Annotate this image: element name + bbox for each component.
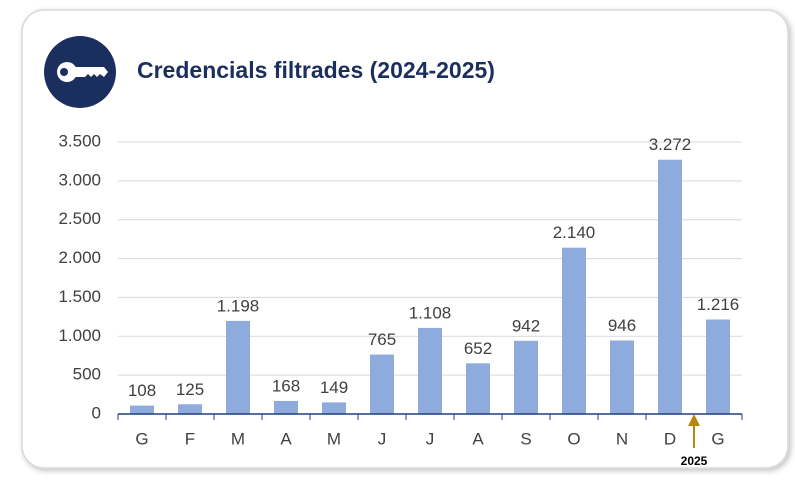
- value-label: 765: [368, 330, 396, 349]
- bar: [178, 404, 202, 414]
- bar: [610, 340, 634, 414]
- y-tick-label: 1.000: [58, 326, 101, 345]
- bar: [466, 363, 490, 414]
- annotation-arrowhead: [688, 414, 700, 426]
- bar: [130, 405, 154, 414]
- y-tick-label: 2.000: [58, 248, 101, 267]
- bar: [562, 247, 586, 414]
- y-tick-label: 2.500: [58, 209, 101, 228]
- value-label: 2.140: [553, 223, 596, 242]
- annotation: 2025: [681, 454, 708, 468]
- key-icon: [44, 36, 116, 108]
- value-label: 3.272: [649, 135, 692, 154]
- y-tick-label: 1.500: [58, 287, 101, 306]
- bar: [322, 402, 346, 414]
- bar: [370, 354, 394, 414]
- value-label: 946: [608, 316, 636, 335]
- x-tick-label: A: [472, 429, 484, 448]
- chart-title: Credencials filtrades (2024-2025): [137, 57, 495, 83]
- bar: [514, 340, 538, 414]
- y-tick-label: 3.000: [58, 170, 101, 189]
- x-tick-label: G: [711, 429, 724, 448]
- x-tick-label: D: [664, 429, 676, 448]
- card: [21, 9, 789, 469]
- value-label: 168: [272, 376, 300, 395]
- x-tick-label: S: [520, 429, 531, 448]
- value-label: 1.216: [697, 295, 740, 314]
- value-label: 108: [128, 381, 156, 400]
- bar: [274, 400, 298, 414]
- value-label: 149: [320, 378, 348, 397]
- x-tick-label: M: [327, 429, 341, 448]
- y-tick-label: 500: [73, 365, 101, 384]
- y-tick-label: 0: [92, 403, 101, 422]
- value-label: 1.198: [217, 296, 260, 315]
- bar: [658, 159, 682, 414]
- bar: [706, 319, 730, 414]
- x-tick-label: M: [231, 429, 245, 448]
- x-tick-label: N: [616, 429, 628, 448]
- value-label: 1.108: [409, 303, 452, 322]
- x-tick-label: J: [426, 429, 435, 448]
- value-label: 652: [464, 339, 492, 358]
- x-tick-label: G: [135, 429, 148, 448]
- x-tick-label: J: [378, 429, 387, 448]
- bar: [226, 320, 250, 414]
- x-tick-label: A: [280, 429, 292, 448]
- x-tick-label: O: [567, 429, 580, 448]
- value-label: 942: [512, 316, 540, 335]
- x-tick-label: F: [185, 429, 195, 448]
- bar: [418, 327, 442, 414]
- value-label: 125: [176, 380, 204, 399]
- y-tick-label: 3.500: [58, 131, 101, 150]
